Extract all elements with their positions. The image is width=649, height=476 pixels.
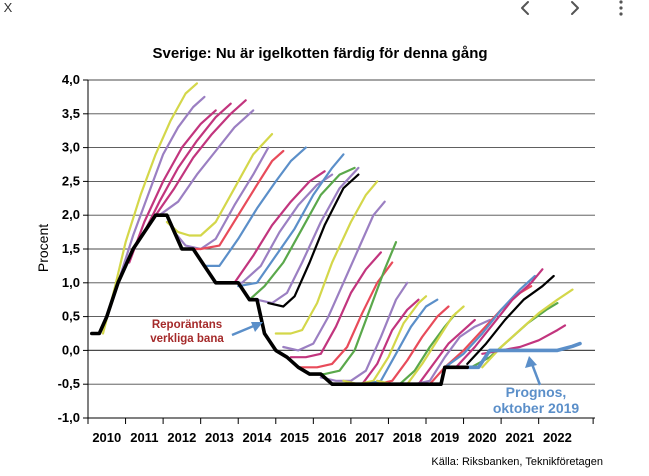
path-line <box>443 274 537 369</box>
y-tick-label: 0,5 <box>62 309 80 324</box>
y-axis-label: Procent <box>35 224 51 272</box>
path-line <box>267 173 360 308</box>
chart-figure: Sverige: Nu är igelkotten färdig för den… <box>0 30 649 476</box>
path-line <box>376 305 465 386</box>
close-icon[interactable]: X <box>3 0 13 15</box>
chart-title: Sverige: Nu är igelkotten färdig för den… <box>152 45 487 62</box>
path-line <box>173 146 270 251</box>
path-line <box>454 268 544 369</box>
x-tick-label: 2022 <box>543 430 572 445</box>
path-line <box>158 109 255 217</box>
arrow-head-icon <box>525 356 537 368</box>
path-line <box>282 200 386 352</box>
path-line <box>128 109 217 264</box>
path-line <box>248 166 356 301</box>
path-line <box>101 82 198 335</box>
path-line <box>237 153 345 288</box>
annotation-forecast-text: Prognos, <box>506 384 567 400</box>
path-line <box>466 274 555 365</box>
arrow-head-icon <box>251 322 263 332</box>
path-line <box>180 149 285 251</box>
path-line <box>165 132 274 237</box>
path-line <box>154 99 247 217</box>
y-tick-label: 4,0 <box>62 72 80 87</box>
path-line <box>297 261 394 369</box>
path-line <box>203 146 307 267</box>
x-tick-label: 2016 <box>318 430 347 445</box>
x-tick-label: 2014 <box>243 430 273 445</box>
annotation-forecast-text: oktober 2019 <box>493 400 580 416</box>
annotation-arrow <box>231 323 257 337</box>
chevron-right-icon[interactable] <box>562 0 586 18</box>
annotation-actual-text: verkliga bana <box>150 333 224 345</box>
source-note: Källa: Riksbanken, Teknikföretagen <box>431 456 603 468</box>
x-tick-label: 2013 <box>205 430 234 445</box>
path-line <box>331 298 420 386</box>
x-tick-label: 2020 <box>468 430 497 445</box>
y-tick-label: 1,0 <box>62 275 80 290</box>
path-line <box>218 173 334 284</box>
x-tick-label: 2012 <box>167 430 196 445</box>
annotation-arrow <box>530 363 542 386</box>
path-line <box>289 251 382 359</box>
y-tick-label: 2,0 <box>62 207 80 222</box>
chart-svg: Sverige: Nu är igelkotten färdig för den… <box>35 45 603 468</box>
forecast-line <box>465 341 582 370</box>
y-tick-label: 3,0 <box>62 140 80 155</box>
y-tick-label: -0,5 <box>58 376 80 391</box>
x-tick-label: 2019 <box>430 430 459 445</box>
path-line <box>274 180 379 335</box>
more-vertical-icon[interactable] <box>614 0 628 18</box>
y-tick-label: 0,0 <box>62 342 80 357</box>
x-tick-label: 2015 <box>280 430 309 445</box>
x-tick-label: 2011 <box>130 430 158 445</box>
chevron-left-icon[interactable] <box>514 0 538 18</box>
path-line <box>143 102 232 234</box>
path-line <box>319 281 409 382</box>
x-tick-label: 2017 <box>355 430 384 445</box>
x-tick-label: 2010 <box>92 430 121 445</box>
y-tick-label: 1,5 <box>62 241 80 256</box>
y-tick-label: 2,5 <box>62 173 80 188</box>
annotation-actual-text: Reporäntans <box>152 319 222 331</box>
actual-rate-line <box>90 213 470 387</box>
y-tick-label: 3,5 <box>62 106 80 121</box>
y-tick-label: -1,0 <box>58 410 80 425</box>
path-line <box>308 241 398 376</box>
x-tick-label: 2021 <box>505 430 534 445</box>
x-tick-label: 2018 <box>393 430 422 445</box>
path-line <box>116 95 206 284</box>
viewer-toolbar: X <box>0 0 649 30</box>
